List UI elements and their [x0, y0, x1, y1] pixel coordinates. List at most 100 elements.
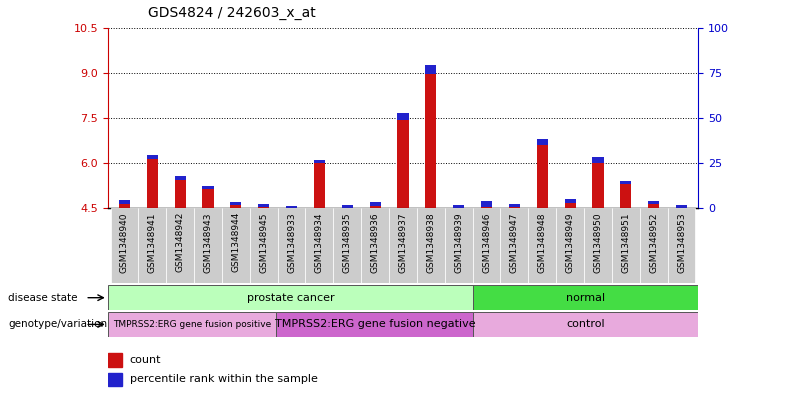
Bar — [108, 285, 473, 310]
Bar — [640, 208, 668, 283]
Bar — [108, 353, 121, 367]
Text: GSM1348946: GSM1348946 — [482, 212, 491, 272]
Text: GSM1348942: GSM1348942 — [176, 212, 184, 272]
Bar — [175, 176, 186, 180]
Text: GSM1348947: GSM1348947 — [510, 212, 519, 272]
Text: GSM1348953: GSM1348953 — [677, 212, 686, 273]
Bar — [453, 205, 464, 208]
Text: TMPRSS2:ERG gene fusion positive: TMPRSS2:ERG gene fusion positive — [113, 320, 271, 329]
Bar — [138, 208, 166, 283]
Bar — [648, 202, 659, 208]
Bar — [397, 116, 409, 208]
Text: GSM1348933: GSM1348933 — [287, 212, 296, 273]
Text: GSM1348944: GSM1348944 — [231, 212, 240, 272]
Text: GSM1348949: GSM1348949 — [566, 212, 575, 272]
Bar — [108, 373, 121, 386]
Text: GDS4824 / 242603_x_at: GDS4824 / 242603_x_at — [148, 6, 315, 20]
Bar — [110, 208, 138, 283]
Bar — [473, 312, 698, 337]
Text: GSM1348941: GSM1348941 — [148, 212, 156, 272]
Bar — [314, 160, 325, 163]
Bar — [668, 208, 696, 283]
Bar — [481, 204, 492, 208]
Bar — [592, 160, 603, 208]
Text: normal: normal — [567, 293, 606, 303]
Text: control: control — [567, 320, 605, 329]
Bar — [286, 207, 297, 208]
Bar — [286, 206, 297, 208]
Bar — [250, 208, 278, 283]
Bar — [314, 162, 325, 208]
Bar — [509, 205, 520, 208]
Bar — [108, 312, 276, 337]
Text: disease state: disease state — [8, 293, 77, 303]
Bar — [537, 139, 548, 145]
Bar — [342, 205, 353, 208]
Text: count: count — [129, 355, 161, 365]
Bar — [258, 204, 269, 207]
Bar — [222, 208, 250, 283]
Bar — [509, 204, 520, 207]
Bar — [444, 208, 472, 283]
Bar — [592, 157, 603, 163]
Bar — [276, 312, 473, 337]
Bar — [425, 70, 437, 208]
Bar — [147, 157, 158, 208]
Bar — [612, 208, 640, 283]
Bar — [537, 142, 548, 208]
Text: GSM1348939: GSM1348939 — [454, 212, 463, 273]
Bar — [369, 202, 381, 206]
Text: GSM1348940: GSM1348940 — [120, 212, 129, 272]
Text: GSM1348950: GSM1348950 — [594, 212, 602, 273]
Text: GSM1348952: GSM1348952 — [650, 212, 658, 272]
Bar — [203, 186, 214, 189]
Bar — [194, 208, 222, 283]
Text: GSM1348936: GSM1348936 — [370, 212, 380, 273]
Bar — [334, 208, 361, 283]
Text: GSM1348934: GSM1348934 — [315, 212, 324, 272]
Bar — [417, 208, 444, 283]
Bar — [620, 183, 631, 208]
Bar — [231, 202, 242, 205]
Bar — [556, 208, 584, 283]
Bar — [453, 207, 464, 208]
Bar — [166, 208, 194, 283]
Bar — [648, 201, 659, 204]
Text: genotype/variation: genotype/variation — [8, 320, 107, 329]
Bar — [119, 200, 130, 204]
Bar — [676, 205, 687, 208]
Text: GSM1348943: GSM1348943 — [203, 212, 212, 272]
Bar — [147, 155, 158, 159]
Bar — [564, 201, 575, 208]
Text: GSM1348935: GSM1348935 — [343, 212, 352, 273]
Text: TMPRSS2:ERG gene fusion negative: TMPRSS2:ERG gene fusion negative — [275, 320, 475, 329]
Bar — [620, 181, 631, 184]
Bar — [306, 208, 334, 283]
Bar — [676, 207, 687, 208]
Bar — [369, 204, 381, 208]
Text: percentile rank within the sample: percentile rank within the sample — [129, 375, 318, 384]
Text: GSM1348951: GSM1348951 — [622, 212, 630, 273]
Bar — [564, 198, 575, 203]
Text: GSM1348948: GSM1348948 — [538, 212, 547, 272]
Bar — [119, 202, 130, 208]
Bar — [500, 208, 528, 283]
Text: prostate cancer: prostate cancer — [247, 293, 334, 303]
Bar — [397, 113, 409, 120]
Bar — [361, 208, 389, 283]
Bar — [342, 207, 353, 208]
Text: GSM1348945: GSM1348945 — [259, 212, 268, 272]
Bar — [203, 187, 214, 208]
Bar — [481, 201, 492, 207]
Bar — [278, 208, 306, 283]
Bar — [258, 205, 269, 208]
Text: GSM1348938: GSM1348938 — [426, 212, 436, 273]
Bar — [473, 285, 698, 310]
Text: GSM1348937: GSM1348937 — [398, 212, 408, 273]
Bar — [472, 208, 500, 283]
Bar — [175, 178, 186, 208]
Bar — [425, 65, 437, 74]
Bar — [231, 204, 242, 208]
Bar — [389, 208, 417, 283]
Bar — [528, 208, 556, 283]
